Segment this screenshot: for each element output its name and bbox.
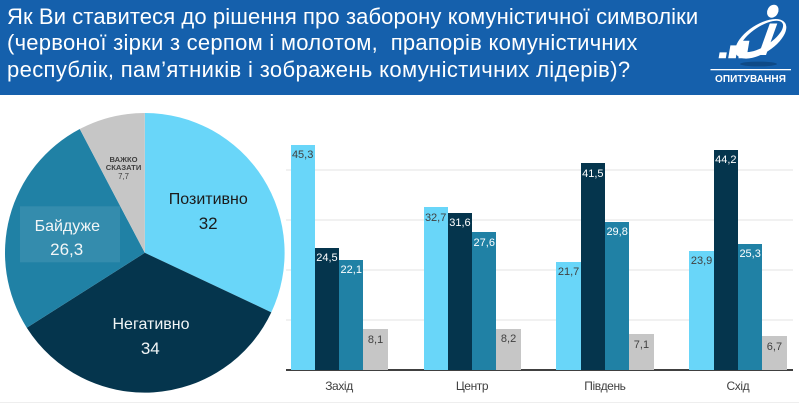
svg-text:ОПИТУВАННЯ: ОПИТУВАННЯ <box>715 74 786 85</box>
